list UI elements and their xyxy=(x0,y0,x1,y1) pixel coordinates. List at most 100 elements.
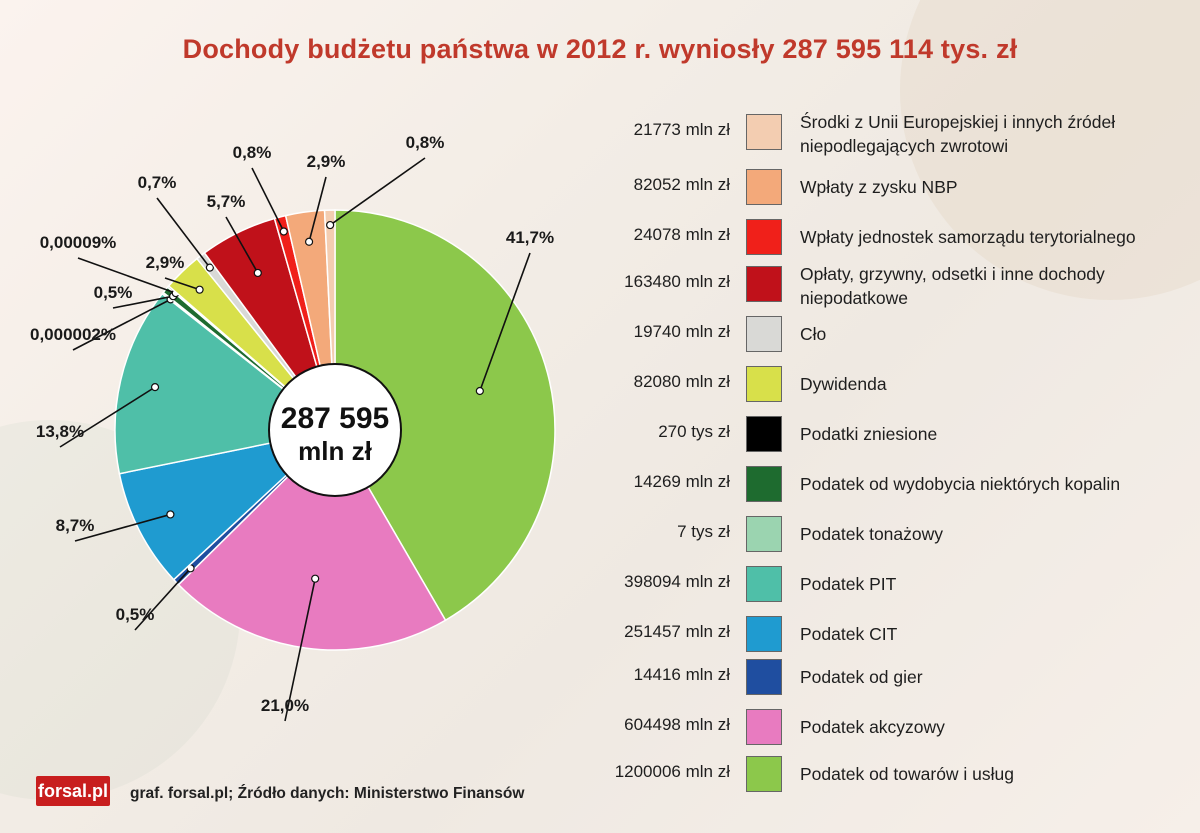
leader-line xyxy=(329,157,426,226)
legend-value: 163480 mln zł xyxy=(624,272,730,291)
legend-value: 82052 mln zł xyxy=(633,175,730,194)
legend-value: 82080 mln zł xyxy=(633,372,730,391)
legend-swatch xyxy=(746,466,782,502)
pie-chart: 41,7% 21,0% 0,5% 8,7% 13,8% 0,000002% 0,5% 0,00… xyxy=(30,133,556,722)
data-label: 2,9% xyxy=(307,152,346,171)
legend-label: Podatek tonażowy xyxy=(800,524,944,544)
legend-label: Podatek od towarów i usług xyxy=(800,764,1015,784)
data-label: 0,000002% xyxy=(30,325,116,344)
legend-value: 398094 mln zł xyxy=(624,572,730,591)
forsal-logo: forsal.pl xyxy=(36,776,110,806)
legend-label: Podatki zniesione xyxy=(800,424,938,444)
source-note: graf. forsal.pl; Źródło danych: Minister… xyxy=(130,785,525,802)
legend-item: 398094 mln zł Podatek PIT xyxy=(560,562,1200,606)
legend-swatch xyxy=(746,659,782,695)
legend-swatch xyxy=(746,516,782,552)
legend-value: 14269 mln zł xyxy=(633,472,730,491)
legend-label: Podatek CIT xyxy=(800,624,898,644)
chart-title: Dochody budżetu państwa w 2012 r. wynios… xyxy=(182,34,1018,64)
legend-label: Wpłaty z zysku NBP xyxy=(800,177,958,197)
legend-item: 14269 mln zł Podatek od wydobycia niektór… xyxy=(560,462,1200,506)
leader-line xyxy=(156,197,211,269)
legend-label: Podatek od wydobycia niektórych kopalin xyxy=(800,474,1121,494)
data-label: 8,7% xyxy=(56,516,95,535)
legend-value: 21773 mln zł xyxy=(633,120,730,139)
leader-line xyxy=(251,167,285,232)
legend-swatch xyxy=(746,756,782,792)
legend-item: 1200006 mln zł Podatek od towarów i usług xyxy=(560,752,1200,796)
legend-item: 163480 mln zł Opłaty, grzywny, odsetki i … xyxy=(560,262,1200,308)
legend-swatch xyxy=(746,169,782,205)
legend-value: 19740 mln zł xyxy=(633,322,730,341)
leader-line xyxy=(59,386,156,448)
legend-value: 604498 mln zł xyxy=(624,715,730,734)
leader-dot xyxy=(150,383,160,392)
legend-value: 1200006 mln zł xyxy=(614,762,730,781)
legend-swatch xyxy=(746,416,782,452)
leader-line xyxy=(284,578,316,722)
data-label: 0,8% xyxy=(406,133,445,152)
leader-line xyxy=(112,295,174,309)
legend-item: 19740 mln zł Cło xyxy=(560,312,1200,356)
leader-dot xyxy=(311,574,320,583)
legend-label: Podatek od gier xyxy=(800,667,923,687)
leader-dot xyxy=(195,285,204,294)
leader-dot xyxy=(475,386,484,396)
legend-value: 251457 mln zł xyxy=(624,622,730,641)
data-label: 0,5% xyxy=(94,283,133,302)
leader-dot xyxy=(304,237,314,246)
legend-item: 251457 mln zł Podatek CIT xyxy=(560,612,1200,656)
leader-dot xyxy=(166,510,175,519)
legend-swatch xyxy=(746,114,782,150)
legend-item: 7 tys zł Podatek tonażowy xyxy=(560,512,1200,556)
legend-swatch xyxy=(746,616,782,652)
data-label: 0,5% xyxy=(116,605,155,624)
center-unit: mln zł xyxy=(298,436,372,466)
legend-value: 24078 mln zł xyxy=(633,225,730,244)
legend-label: Podatek akcyzowy xyxy=(800,717,945,737)
leader-dot xyxy=(279,227,288,236)
leader-line xyxy=(225,216,259,274)
legend-swatch xyxy=(746,219,782,255)
data-label: 5,7% xyxy=(207,192,246,211)
legend-item: 604498 mln zł Podatek akcyzowy xyxy=(560,705,1200,749)
pie-slice xyxy=(334,209,556,622)
legend-item: 21773 mln zł Środki z Unii Europejskiej i… xyxy=(560,110,1200,156)
data-label: 41,7% xyxy=(506,228,554,247)
data-label: 0,00009% xyxy=(40,233,117,252)
legend-swatch xyxy=(746,316,782,352)
legend-label: Wpłaty jednostek samorządu terytorialneg… xyxy=(800,227,1136,247)
center-total: 287 595 xyxy=(281,402,389,435)
legend-item: 24078 mln zł Wpłaty jednostek samorządu t… xyxy=(560,215,1200,259)
legend-swatch xyxy=(746,266,782,302)
pie-slice xyxy=(177,428,447,651)
legend-item: 14416 mln zł Podatek od gier xyxy=(560,655,1200,699)
leader-line xyxy=(77,257,177,294)
data-label: 2,9% xyxy=(146,253,185,272)
leader-line xyxy=(72,298,171,351)
leader-line xyxy=(479,252,531,392)
leader-dot xyxy=(205,263,214,272)
legend-label: Opłaty, grzywny, odsetki i inne dochody … xyxy=(800,264,1105,308)
legend-swatch xyxy=(746,366,782,402)
center-circle xyxy=(268,363,402,497)
leader-line xyxy=(308,176,327,242)
legend-item: 82052 mln zł Wpłaty z zysku NBP xyxy=(560,165,1200,209)
legend-value: 14416 mln zł xyxy=(633,665,730,684)
data-label: 0,8% xyxy=(233,143,272,162)
legend-label: Dywidenda xyxy=(800,374,887,394)
legend-label: Cło xyxy=(800,324,827,344)
legend-item: 270 tys zł Podatki zniesione xyxy=(560,412,1200,456)
legend-swatch xyxy=(746,566,782,602)
leader-line xyxy=(134,567,192,631)
legend-label: Środki z Unii Europejskiej i innych źród… xyxy=(800,112,1116,156)
leader-line xyxy=(164,277,200,291)
leader-line xyxy=(74,513,171,542)
legend-value: 7 tys zł xyxy=(677,522,730,541)
leader-dot xyxy=(326,220,335,230)
legend-value: 270 tys zł xyxy=(658,422,730,441)
legend-item: 82080 mln zł Dywidenda xyxy=(560,362,1200,406)
data-label: 13,8% xyxy=(36,422,84,441)
data-label: 0,7% xyxy=(138,173,177,192)
data-label: 21,0% xyxy=(261,696,309,715)
